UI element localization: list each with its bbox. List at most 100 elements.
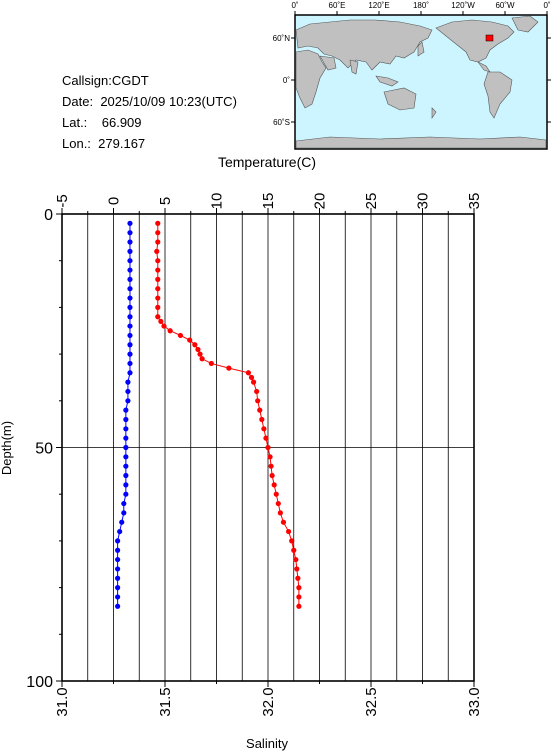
temperature-data-point — [296, 594, 302, 600]
temperature-data-point — [271, 482, 277, 488]
temperature-data-point — [155, 304, 161, 310]
salinity-data-point — [123, 454, 129, 460]
salinity-data-point — [127, 304, 133, 310]
top-tick-label: 35 — [466, 193, 483, 210]
temperature-data-point — [255, 398, 261, 404]
top-tick-label: 5 — [157, 197, 174, 205]
temperature-data-point — [277, 510, 283, 516]
lon-value: 279.167 — [98, 136, 146, 151]
temperature-data-point — [269, 472, 275, 479]
temperature-data-point — [226, 365, 232, 371]
map-lon-tick: 120˚E — [368, 1, 389, 10]
temperature-data-point — [192, 342, 198, 348]
salinity-data-point — [127, 276, 133, 282]
temperature-profile-line — [156, 223, 300, 607]
top-tick-label: 0 — [106, 197, 123, 205]
map-land-antarctica — [295, 136, 547, 149]
map-land-india — [349, 59, 359, 75]
salinity-data-point — [127, 332, 133, 339]
salinity-data-point — [127, 239, 133, 245]
map-land-north-america — [435, 19, 515, 63]
temperature-data-point — [155, 295, 161, 301]
temperature-data-point — [248, 374, 255, 381]
station-info: Callsign:CGDT Date: 2025/10/09 10:23(UTC… — [62, 70, 237, 154]
temperature-data-point — [265, 444, 271, 451]
temperature-data-point — [208, 360, 214, 367]
map-lon-tick: 180˚ — [413, 1, 429, 10]
temperature-data-point — [289, 538, 295, 544]
temperature-data-point — [197, 351, 203, 357]
map-lon-tick: 0˚ — [291, 1, 298, 10]
salinity-data-point — [125, 379, 131, 385]
salinity-data-point — [127, 314, 133, 320]
location-marker — [485, 34, 494, 42]
top-tick-label: 20 — [312, 193, 329, 210]
salinity-data-point — [125, 388, 131, 395]
map-lat-ticks: 60˚N 0˚ 60˚S — [273, 34, 291, 127]
salinity-data-point — [127, 286, 133, 292]
temperature-data-point — [250, 379, 257, 385]
temperature-data-point — [286, 528, 292, 535]
salinity-data-point — [127, 248, 133, 254]
salinity-data-point — [127, 295, 133, 301]
map-frame-ticks — [291, 11, 551, 123]
temperature-data-point — [155, 239, 161, 245]
callsign-row: Callsign:CGDT — [62, 70, 237, 91]
bottom-tick-label: 33.0 — [466, 687, 483, 716]
temperature-data-point — [254, 388, 260, 395]
top-tick-label: 15 — [260, 193, 277, 210]
top-tick-label: -5 — [54, 194, 71, 207]
map-land-africa — [295, 49, 327, 109]
temperature-data-point — [177, 332, 184, 339]
salinity-data-point — [127, 230, 133, 236]
temperature-data-point — [294, 566, 300, 572]
temperature-data-point — [155, 267, 161, 273]
temperature-data-point — [263, 435, 269, 441]
temperature-data-point — [296, 585, 302, 591]
salinity-data-point — [123, 444, 129, 451]
salinity-data-point — [115, 547, 121, 553]
map-land-eurasia — [295, 19, 433, 71]
temperature-data-point — [275, 500, 281, 507]
salinity-data-point — [127, 342, 133, 348]
temperature-data-point — [267, 454, 273, 460]
temperature-data-point — [155, 220, 161, 226]
map-lon-ticks: 0˚ 60˚E 120˚E 180˚ 120˚W 60˚W 0˚ — [291, 1, 550, 10]
chart-grid — [62, 214, 474, 681]
date-row: Date: 2025/10/09 10:23(UTC) — [62, 91, 237, 112]
salinity-data-point — [127, 370, 133, 376]
salinity-data-point — [115, 603, 121, 609]
map-lon-tick: 60˚E — [329, 1, 346, 10]
chart-series — [115, 220, 302, 609]
map-land-japan — [417, 41, 425, 57]
temperature-data-point — [273, 491, 279, 497]
map-lon-tick: 60˚W — [495, 1, 515, 10]
salinity-data-point — [125, 398, 131, 404]
temperature-data-point — [155, 286, 161, 292]
salinity-data-point — [115, 538, 121, 544]
temperature-data-point — [280, 519, 287, 525]
map-land-south-america — [483, 71, 513, 119]
temperature-data-point — [161, 323, 167, 329]
salinity-data-point — [121, 500, 127, 507]
salinity-data-point — [123, 491, 129, 497]
top-tick-label: 30 — [415, 193, 432, 210]
salinity-data-point — [121, 510, 127, 516]
salinity-data-point — [115, 575, 121, 581]
temperature-data-point — [199, 356, 205, 362]
top-tick-label: 25 — [363, 193, 380, 210]
lat-value: 66.909 — [101, 115, 142, 130]
temperature-data-point — [268, 463, 274, 469]
salinity-data-point — [119, 519, 125, 525]
temperature-data-point — [195, 346, 201, 353]
temperature-data-point — [293, 556, 299, 563]
map-land-newzealand — [431, 107, 437, 119]
temperature-data-point — [155, 314, 161, 320]
bottom-axis-title: Salinity — [246, 736, 288, 751]
temperature-data-point — [257, 407, 263, 413]
map-land-greenland — [511, 15, 539, 33]
bottom-tick-label: 32.0 — [260, 687, 277, 716]
left-tick-label: 100 — [26, 674, 53, 691]
